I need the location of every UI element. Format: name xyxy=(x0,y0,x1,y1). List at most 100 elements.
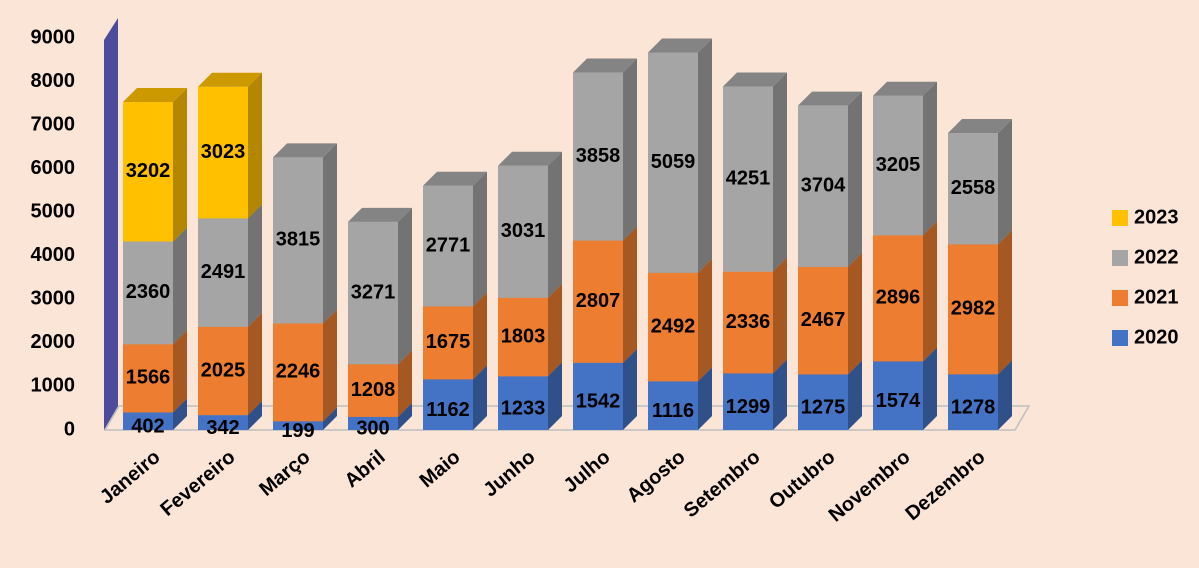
bar-side xyxy=(173,330,187,413)
bar-segment xyxy=(498,151,562,298)
bar-segment xyxy=(573,226,637,363)
x-tick-label: Dezembro xyxy=(901,446,989,525)
bar-front xyxy=(573,240,623,363)
bar-front xyxy=(123,344,173,413)
value-label: 2491 xyxy=(201,261,246,283)
value-label: 3704 xyxy=(801,175,846,197)
bar-front xyxy=(423,379,473,430)
bar-side xyxy=(173,398,187,430)
value-label: 1566 xyxy=(126,367,171,389)
y-tick-label: 5000 xyxy=(31,201,76,223)
value-label: 1675 xyxy=(426,331,471,353)
bar-side xyxy=(473,365,487,430)
x-tick-label: Agosto xyxy=(623,446,690,507)
value-label: 402 xyxy=(131,416,164,438)
x-tick-label: Outubro xyxy=(765,446,840,514)
bar-side xyxy=(248,312,262,416)
value-label: 2246 xyxy=(276,361,321,383)
x-tick-label: Janeiro xyxy=(96,446,165,509)
bar-side xyxy=(323,309,337,422)
bar-top xyxy=(648,38,712,53)
bar-side xyxy=(623,226,637,363)
bar-top xyxy=(273,143,337,158)
legend-label: 2022 xyxy=(1134,246,1179,268)
bar-side xyxy=(548,151,562,298)
bar-segment xyxy=(798,91,862,268)
value-label: 5059 xyxy=(651,151,696,173)
bar-front xyxy=(723,373,773,430)
bar-side xyxy=(473,292,487,380)
value-label: 3202 xyxy=(126,160,171,182)
bar-front xyxy=(123,241,173,345)
bar-front xyxy=(723,86,773,272)
legend-label: 2021 xyxy=(1134,286,1179,308)
bar-top xyxy=(348,207,412,222)
bar-segment xyxy=(198,72,262,219)
legend-swatch xyxy=(1112,290,1128,306)
bar-side xyxy=(248,72,262,219)
bar-front xyxy=(798,267,848,375)
value-label: 1278 xyxy=(951,396,996,418)
value-label: 3858 xyxy=(576,145,621,167)
value-label: 1803 xyxy=(501,325,546,347)
bar-side xyxy=(248,204,262,327)
bar-side xyxy=(173,227,187,345)
bar-side xyxy=(473,171,487,307)
value-label: 2360 xyxy=(126,281,171,303)
value-label: 2896 xyxy=(876,287,921,309)
bar-segment xyxy=(423,365,487,430)
bar-front xyxy=(873,361,923,430)
value-label: 1275 xyxy=(801,397,846,419)
value-label: 3815 xyxy=(276,229,321,251)
bar-side xyxy=(398,350,412,417)
bar-front xyxy=(498,165,548,298)
x-tick-label: Setembro xyxy=(680,446,765,522)
legend-swatch xyxy=(1112,250,1128,266)
bar-side xyxy=(398,402,412,430)
bar-front xyxy=(348,221,398,365)
bar-side xyxy=(698,367,712,430)
legend-swatch xyxy=(1112,210,1128,226)
bar-side xyxy=(923,221,937,362)
bar-top xyxy=(573,58,637,73)
value-label: 4251 xyxy=(726,167,771,189)
bar-side xyxy=(848,253,862,375)
bar-front xyxy=(648,381,698,430)
bar-side xyxy=(548,283,562,377)
bar-side xyxy=(998,119,1012,245)
value-label: 3271 xyxy=(351,281,396,303)
floor xyxy=(103,405,1031,431)
bar-front xyxy=(198,326,248,416)
bar-top xyxy=(498,151,562,166)
legend-swatch xyxy=(1112,330,1128,346)
bar-side xyxy=(698,38,712,273)
y-tick-label: 6000 xyxy=(31,157,76,179)
bar-front xyxy=(198,86,248,219)
value-label: 2025 xyxy=(201,359,246,381)
bar-front xyxy=(198,415,248,430)
bar-front xyxy=(273,421,323,430)
bar-top xyxy=(948,119,1012,134)
bar-front xyxy=(198,218,248,327)
y-tick-label: 0 xyxy=(64,418,75,440)
bar-side xyxy=(323,407,337,430)
bar-segment xyxy=(273,143,337,324)
bar-side xyxy=(173,88,187,242)
bar-segment xyxy=(723,72,787,272)
bar-top xyxy=(723,72,787,87)
bar-side xyxy=(773,257,787,374)
value-label: 199 xyxy=(281,420,314,442)
value-label: 300 xyxy=(356,418,389,440)
bar-top xyxy=(123,88,187,103)
legend-label: 2023 xyxy=(1134,206,1179,228)
value-label: 3023 xyxy=(201,141,246,163)
bar-side xyxy=(248,401,262,430)
value-label: 2467 xyxy=(801,309,846,331)
bar-front xyxy=(348,364,398,417)
bar-segment xyxy=(348,207,412,365)
y-tick-label: 8000 xyxy=(31,70,76,92)
bar-side xyxy=(923,347,937,430)
value-label: 1116 xyxy=(652,400,694,422)
x-tick-label: Maio xyxy=(416,446,465,492)
bar-front xyxy=(648,272,698,382)
